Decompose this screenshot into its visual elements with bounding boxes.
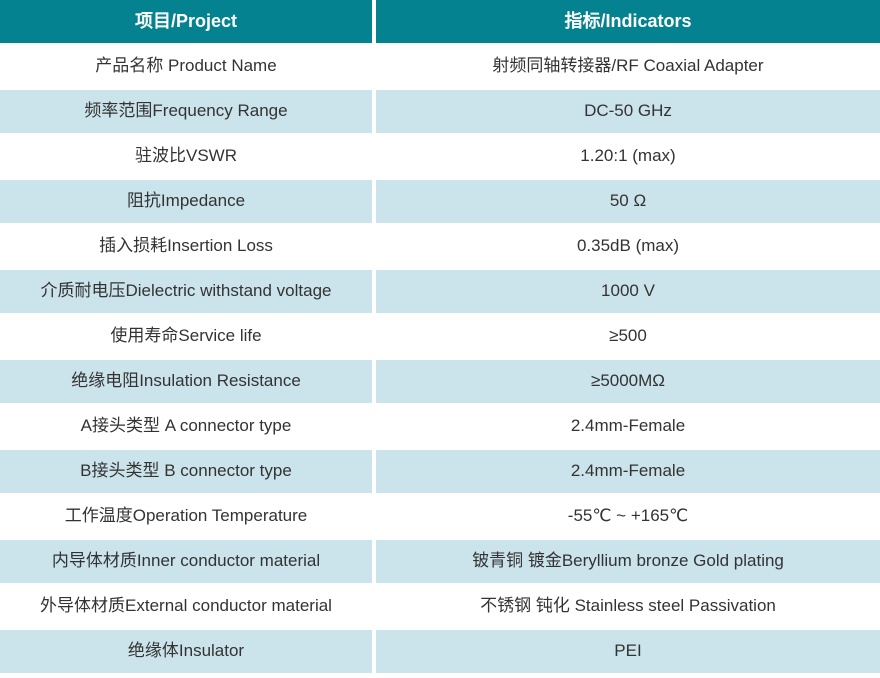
project-cell: 频率范围Frequency Range [0, 90, 372, 133]
project-cell: 阻抗Impedance [0, 180, 372, 223]
project-cell: B接头类型 B connector type [0, 450, 372, 493]
table-row-insertion-loss: 插入损耗Insertion Loss 0.35dB (max) [0, 225, 880, 268]
indicator-cell: 铍青铜 镀金Beryllium bronze Gold plating [376, 540, 880, 583]
project-cell: 内导体材质Inner conductor material [0, 540, 372, 583]
table-row-insulation-resistance: 绝缘电阻Insulation Resistance ≥5000MΩ [0, 360, 880, 403]
indicator-cell: 2.4mm-Female [376, 450, 880, 493]
table-row-inner-conductor-material: 内导体材质Inner conductor material 铍青铜 镀金Bery… [0, 540, 880, 583]
table-row-operation-temperature: 工作温度Operation Temperature -55℃ ~ +165℃ [0, 495, 880, 538]
indicator-cell: 50 Ω [376, 180, 880, 223]
indicator-cell: 射频同轴转接器/RF Coaxial Adapter [376, 45, 880, 88]
indicator-cell: ≥500 [376, 315, 880, 358]
table-row-dielectric-withstand-voltage: 介质耐电压Dielectric withstand voltage 1000 V [0, 270, 880, 313]
column-header-project: 项目/Project [0, 0, 372, 43]
indicator-cell: 0.35dB (max) [376, 225, 880, 268]
table-row-a-connector-type: A接头类型 A connector type 2.4mm-Female [0, 405, 880, 448]
project-cell: A接头类型 A connector type [0, 405, 372, 448]
indicator-cell: 1000 V [376, 270, 880, 313]
indicator-cell: PEI [376, 630, 880, 673]
table-header-row: 项目/Project 指标/Indicators [0, 0, 880, 43]
table-row-impedance: 阻抗Impedance 50 Ω [0, 180, 880, 223]
indicator-cell: ≥5000MΩ [376, 360, 880, 403]
project-cell: 外导体材质External conductor material [0, 585, 372, 628]
project-cell: 绝缘电阻Insulation Resistance [0, 360, 372, 403]
table-row-product-name: 产品名称 Product Name 射频同轴转接器/RF Coaxial Ada… [0, 45, 880, 88]
project-cell: 驻波比VSWR [0, 135, 372, 178]
table-row-b-connector-type: B接头类型 B connector type 2.4mm-Female [0, 450, 880, 493]
table-row-external-conductor-material: 外导体材质External conductor material 不锈钢 钝化 … [0, 585, 880, 628]
project-cell: 介质耐电压Dielectric withstand voltage [0, 270, 372, 313]
indicator-cell: DC-50 GHz [376, 90, 880, 133]
project-cell: 插入损耗Insertion Loss [0, 225, 372, 268]
table-row-service-life: 使用寿命Service life ≥500 [0, 315, 880, 358]
project-cell: 产品名称 Product Name [0, 45, 372, 88]
indicator-cell: 不锈钢 钝化 Stainless steel Passivation [376, 585, 880, 628]
column-header-indicator: 指标/Indicators [376, 0, 880, 43]
indicator-cell: 2.4mm-Female [376, 405, 880, 448]
project-cell: 绝缘体Insulator [0, 630, 372, 673]
indicator-cell: -55℃ ~ +165℃ [376, 495, 880, 538]
project-cell: 工作温度Operation Temperature [0, 495, 372, 538]
indicator-cell: 1.20:1 (max) [376, 135, 880, 178]
table-row-vswr: 驻波比VSWR 1.20:1 (max) [0, 135, 880, 178]
project-cell: 使用寿命Service life [0, 315, 372, 358]
table-row-frequency-range: 频率范围Frequency Range DC-50 GHz [0, 90, 880, 133]
table-row-insulator: 绝缘体Insulator PEI [0, 630, 880, 673]
